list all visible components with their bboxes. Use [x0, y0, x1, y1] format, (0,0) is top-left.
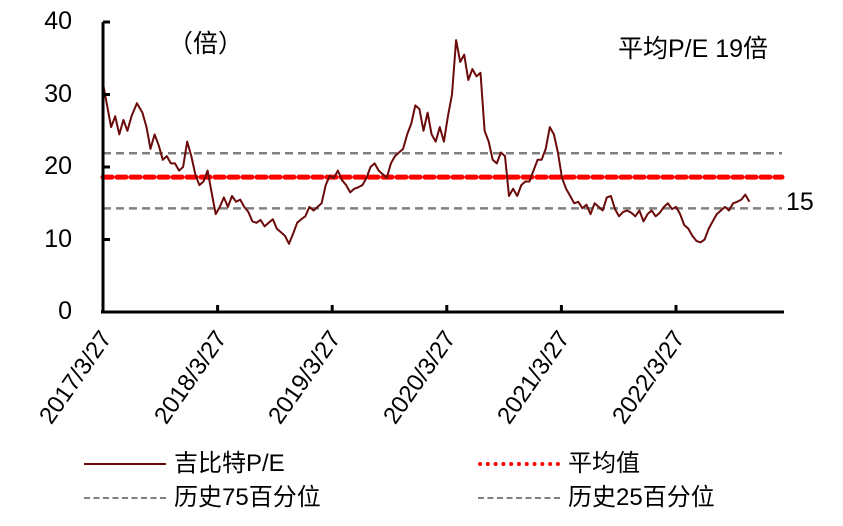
x-ticks [216, 305, 678, 312]
y-ticks [103, 20, 110, 314]
y-tick-label: 0 [58, 297, 72, 325]
y-tick-label: 30 [44, 79, 72, 108]
pe-series-line [102, 39, 751, 245]
legend-item-p25: 历史25百分位 [478, 484, 715, 512]
legend-swatch-gray-dashed [84, 497, 166, 499]
legend-swatch-solid [84, 463, 166, 465]
legend-item-pe: 吉比特P/E [84, 450, 285, 478]
last-value-label: 15 [786, 188, 814, 216]
legend-label: 历史75百分位 [174, 484, 321, 511]
legend-label: 平均值 [568, 450, 640, 477]
unit-label: （倍） [168, 30, 244, 58]
legend-label: 吉比特P/E [174, 450, 285, 477]
y-tick-label: 40 [44, 7, 72, 35]
y-tick-label: 10 [44, 224, 72, 253]
average-pe-annotation: 平均P/E 19倍 [618, 35, 769, 63]
legend-item-mean: 平均值 [478, 450, 640, 478]
legend-swatch-red-dashed [478, 462, 560, 466]
legend-item-p75: 历史75百分位 [84, 484, 321, 512]
y-tick-label: 20 [44, 152, 72, 180]
reference-lines [100, 151, 785, 210]
legend-label: 历史25百分位 [568, 484, 715, 511]
legend-swatch-gray-dashed [478, 497, 560, 499]
